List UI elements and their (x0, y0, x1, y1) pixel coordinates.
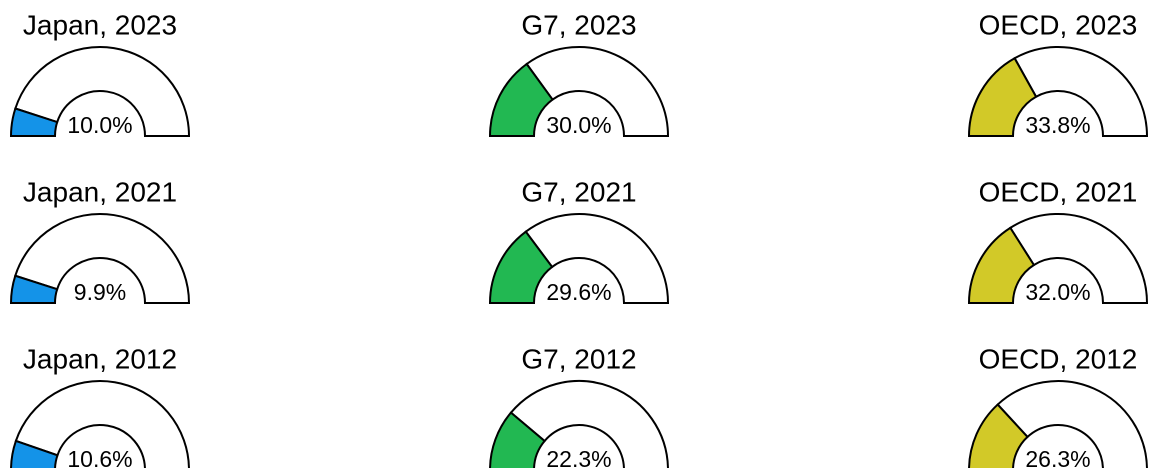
gauge-title: OECD, 2023 (979, 9, 1138, 40)
gauge-rest (524, 213, 670, 304)
gauge-rest (525, 46, 670, 137)
gauge-fill (9, 274, 59, 304)
gauge-rest (1013, 46, 1149, 137)
gauge-title: G7, 2021 (521, 176, 636, 207)
gauge-title: OECD, 2012 (979, 343, 1138, 374)
value-label: 26.3% (1025, 446, 1090, 468)
value-label: 33.8% (1025, 112, 1090, 138)
gauge-rest (1008, 213, 1149, 304)
value-label: 30.0% (546, 112, 611, 138)
gauge-title: Japan, 2023 (23, 9, 177, 40)
value-label: 29.6% (546, 279, 611, 305)
gauge-rest (509, 380, 669, 468)
gauge-fill (967, 226, 1036, 304)
gauge-fill (9, 107, 59, 137)
gauge-title: Japan, 2021 (23, 176, 177, 207)
gauge-fill (968, 403, 1029, 468)
value-label: 9.9% (74, 279, 126, 305)
gauge-title: G7, 2012 (521, 343, 636, 374)
value-label: 10.6% (67, 446, 132, 468)
gauge-rest (14, 213, 191, 304)
gauge-fill (488, 62, 554, 137)
gauge-rest (996, 380, 1148, 468)
gauge-fill (489, 411, 547, 468)
gauge-title: Japan, 2012 (23, 343, 177, 374)
value-label: 32.0% (1025, 279, 1090, 305)
value-label: 22.3% (546, 446, 611, 468)
gauge-rest (14, 380, 190, 468)
gauge-title: G7, 2023 (521, 9, 636, 40)
gauge-fill (488, 230, 554, 304)
value-label: 10.0% (67, 112, 132, 138)
gauge-fill (967, 56, 1038, 137)
gauge-fill (10, 439, 59, 468)
gauge-rest (14, 46, 191, 137)
gauge-title: OECD, 2021 (979, 176, 1138, 207)
